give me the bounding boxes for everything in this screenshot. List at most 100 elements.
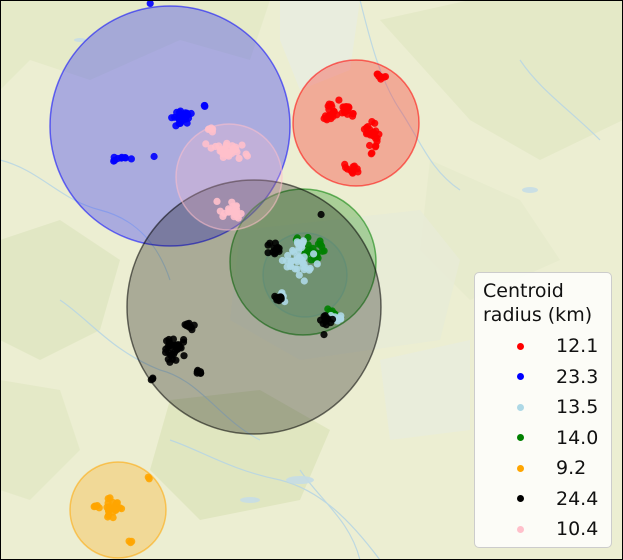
- cluster-point-5: [317, 210, 325, 219]
- cluster-point-5: [165, 335, 173, 344]
- cluster-point-2: [300, 253, 308, 261]
- cluster-point-1: [175, 119, 183, 128]
- cluster-point-2: [293, 265, 301, 273]
- cluster-point-6: [202, 140, 210, 148]
- cluster-point-6: [235, 154, 243, 162]
- legend-label: 14.0: [556, 426, 599, 449]
- legend-label: 24.4: [556, 487, 599, 510]
- legend-item-0: 12.1: [483, 331, 603, 362]
- legend-marker: [517, 434, 524, 442]
- cluster-point-1: [184, 114, 193, 122]
- cluster-point-6: [228, 198, 236, 206]
- legend-label: 10.4: [556, 518, 599, 541]
- cluster-point-1: [176, 107, 185, 115]
- centroid-radius-circle-0: [292, 59, 420, 187]
- legend-item-3: 14.0: [483, 423, 603, 454]
- cluster-point-2: [283, 263, 291, 271]
- legend-marker: [517, 403, 524, 411]
- cluster-point-0: [341, 108, 349, 117]
- cluster-point-1: [110, 153, 118, 161]
- cluster-point-5: [328, 315, 337, 323]
- cluster-point-5: [166, 358, 174, 366]
- cluster-point-5: [183, 320, 191, 328]
- cluster-point-0: [381, 73, 390, 81]
- cluster-point-4: [125, 537, 133, 545]
- cluster-point-2: [296, 239, 304, 247]
- cluster-point-0: [348, 168, 356, 176]
- cluster-point-6: [228, 147, 236, 155]
- cluster-point-5: [271, 250, 279, 258]
- cluster-point-5: [196, 368, 204, 376]
- centroid-radius-circle-6: [175, 123, 283, 231]
- cluster-point-1: [118, 153, 126, 161]
- cluster-point-5: [180, 352, 188, 360]
- cluster-point-1: [146, 0, 154, 7]
- cluster-point-6: [222, 144, 230, 152]
- cluster-point-6: [216, 147, 224, 155]
- legend-label: 13.5: [556, 396, 599, 419]
- cluster-point-0: [342, 164, 350, 172]
- legend-label: 23.3: [556, 365, 599, 388]
- cluster-point-0: [320, 114, 328, 123]
- cluster-point-5: [173, 345, 181, 353]
- legend-marker: [517, 342, 524, 350]
- cluster-point-2: [310, 250, 318, 258]
- legend-label: 12.1: [556, 335, 599, 358]
- cluster-point-4: [109, 514, 117, 522]
- cluster-point-4: [145, 475, 153, 483]
- legend-item-6: 10.4: [483, 514, 603, 545]
- cluster-point-2: [306, 264, 314, 273]
- cluster-point-0: [373, 70, 381, 78]
- legend-marker: [517, 373, 524, 381]
- cluster-points: [90, 0, 390, 547]
- legend: Centroid radius (km) 12.1 23.3 13.5 14.0…: [474, 272, 612, 548]
- cluster-point-6: [238, 141, 246, 149]
- cluster-point-5: [320, 331, 328, 339]
- legend-marker: [517, 495, 524, 503]
- cluster-point-4: [106, 494, 114, 502]
- cluster-point-0: [372, 142, 380, 150]
- cluster-point-0: [349, 110, 357, 118]
- cluster-point-5: [180, 336, 188, 344]
- cluster-point-2: [337, 315, 345, 323]
- cluster-point-0: [366, 141, 374, 150]
- legend-marker: [517, 464, 524, 472]
- cluster-point-1: [168, 114, 176, 122]
- cluster-point-0: [328, 103, 336, 111]
- cluster-point-6: [243, 152, 251, 160]
- cluster-point-0: [367, 150, 375, 158]
- cluster-point-2: [284, 251, 292, 260]
- cluster-point-2: [287, 257, 295, 265]
- legend-label: 9.2: [556, 457, 587, 480]
- cluster-point-6: [231, 208, 239, 216]
- cluster-point-1: [150, 152, 158, 161]
- cluster-point-6: [225, 208, 233, 216]
- legend-item-2: 13.5: [483, 392, 603, 423]
- cluster-point-2: [300, 277, 308, 285]
- cluster-point-3: [309, 244, 317, 252]
- cluster-point-2: [313, 260, 321, 268]
- cluster-point-5: [266, 239, 274, 247]
- cluster-point-5: [162, 348, 170, 356]
- legend-item-5: 24.4: [483, 484, 603, 515]
- cluster-point-4: [93, 502, 101, 510]
- cluster-point-6: [219, 212, 227, 220]
- cluster-point-4: [112, 506, 120, 514]
- cluster-point-1: [127, 155, 135, 163]
- cluster-point-6: [232, 203, 240, 211]
- cluster-point-5: [172, 356, 180, 364]
- cluster-point-3: [320, 247, 328, 255]
- cluster-point-6: [219, 153, 227, 161]
- cluster-point-5: [319, 320, 327, 328]
- cluster-point-6: [228, 142, 236, 150]
- centroid-radius-circle-1: [49, 5, 291, 247]
- cluster-point-2: [295, 271, 303, 279]
- cluster-point-1: [201, 102, 209, 110]
- cluster-point-6: [207, 144, 215, 152]
- cluster-point-0: [335, 96, 343, 104]
- cluster-point-2: [289, 246, 297, 255]
- legend-title: Centroid radius (km): [483, 280, 593, 326]
- legend-marker: [517, 525, 524, 533]
